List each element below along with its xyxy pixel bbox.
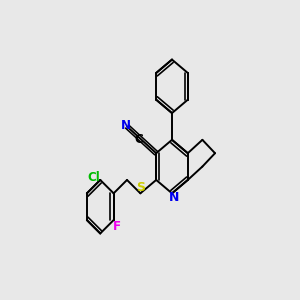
Text: Cl: Cl — [88, 171, 100, 184]
Text: S: S — [136, 182, 145, 194]
Text: N: N — [121, 119, 131, 132]
Text: C: C — [135, 133, 143, 146]
Text: N: N — [169, 191, 179, 204]
Text: F: F — [112, 220, 121, 232]
